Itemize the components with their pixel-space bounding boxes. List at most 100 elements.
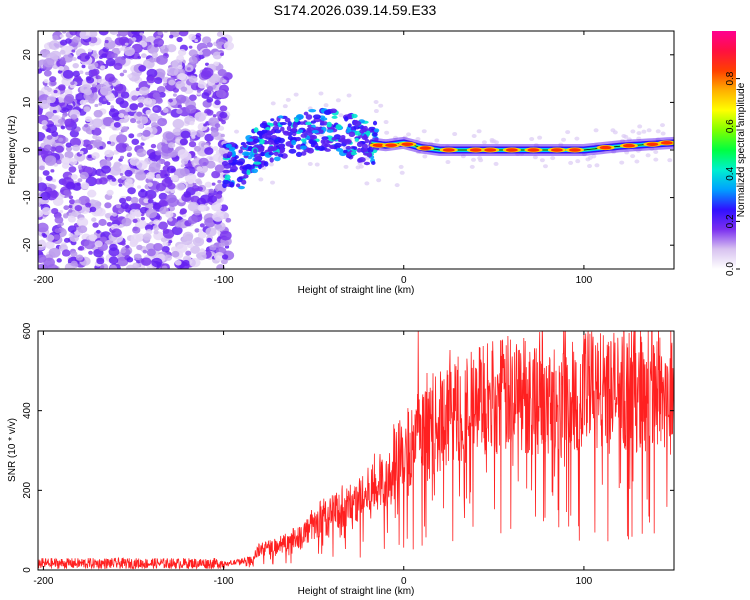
hotspot-red xyxy=(550,148,563,152)
ridge-blob xyxy=(235,183,241,188)
noise-blob xyxy=(116,33,121,37)
hotspot-red xyxy=(622,143,635,148)
noise-blob xyxy=(56,258,62,263)
noise-blob xyxy=(108,108,120,118)
noise-blob xyxy=(182,259,190,267)
faint-blob xyxy=(476,129,482,134)
noise-blob xyxy=(89,36,98,44)
faint-blob xyxy=(565,130,571,135)
noise-blob xyxy=(189,258,201,268)
noise-blob xyxy=(160,237,167,243)
noise-blob xyxy=(219,105,228,112)
ridge-blob xyxy=(265,126,271,131)
noise-blob xyxy=(180,164,185,168)
noise-blob xyxy=(101,165,111,174)
noise-blob xyxy=(218,118,223,122)
faint-blob xyxy=(394,183,400,188)
ridge-blob xyxy=(246,138,254,142)
noise-blob xyxy=(98,102,103,106)
noise-blob xyxy=(180,130,191,139)
noise-blob xyxy=(61,107,67,112)
noise-blob xyxy=(77,178,83,183)
ridge-blob xyxy=(270,118,275,122)
noise-blob xyxy=(208,188,215,194)
ridge-blob xyxy=(261,129,268,134)
noise-blob xyxy=(98,55,103,59)
noise-blob xyxy=(213,252,225,262)
hotspot-red xyxy=(401,142,414,147)
noise-blob xyxy=(220,52,224,57)
noise-blob xyxy=(120,175,126,180)
noise-blob xyxy=(152,224,160,231)
noise-blob xyxy=(189,121,195,126)
noise-blob xyxy=(194,111,207,122)
noise-blob xyxy=(134,209,141,215)
noise-blob xyxy=(118,131,123,135)
faint-blob xyxy=(399,170,405,175)
noise-blob xyxy=(109,264,117,269)
ridge-blob xyxy=(371,161,376,165)
noise-blob xyxy=(119,72,125,77)
noise-blob xyxy=(205,109,214,116)
noise-blob xyxy=(119,155,125,160)
noise-blob xyxy=(49,76,57,83)
faint-blob xyxy=(489,139,495,144)
faint-blob xyxy=(318,91,324,96)
noise-blob xyxy=(162,229,175,239)
faint-blob xyxy=(378,103,384,108)
noise-blob xyxy=(219,230,232,241)
noise-blob xyxy=(157,117,168,127)
noise-blob xyxy=(132,226,141,234)
noise-blob xyxy=(72,144,80,152)
spectrogram-x-label: Height of straight line (km) xyxy=(298,285,415,296)
noise-blob xyxy=(57,84,66,91)
noise-blob xyxy=(154,77,163,84)
noise-blob xyxy=(120,248,126,254)
noise-blob xyxy=(206,97,214,103)
noise-blob xyxy=(187,179,194,185)
noise-blob xyxy=(188,49,198,57)
noise-blob xyxy=(111,52,118,59)
noise-blob xyxy=(106,101,111,106)
noise-blob xyxy=(64,89,73,96)
ridge-blob xyxy=(353,120,362,127)
noise-blob xyxy=(199,248,205,253)
ridge-blob xyxy=(273,151,279,156)
noise-blob xyxy=(126,152,133,157)
snr-panel: -200 -100 0 100 0 200 400 600 Height of straig… xyxy=(7,322,675,597)
ridge-blob xyxy=(229,181,235,188)
noise-blob xyxy=(77,225,88,234)
noise-blob xyxy=(68,209,73,213)
faint-blob xyxy=(434,138,440,143)
noise-blob xyxy=(88,250,93,255)
noise-blob xyxy=(43,79,49,84)
noise-blob xyxy=(147,182,153,187)
ridge-blob xyxy=(251,168,259,174)
ridge-blob xyxy=(291,139,297,146)
noise-blob xyxy=(177,73,187,81)
noise-blob xyxy=(53,89,58,94)
noise-blob xyxy=(111,212,118,217)
noise-blob xyxy=(92,134,98,140)
noise-blob xyxy=(146,68,158,78)
noise-blob xyxy=(39,165,45,171)
faint-blob xyxy=(364,181,370,186)
noise-blob xyxy=(204,181,213,188)
noise-blob xyxy=(38,222,49,233)
ridge-blob xyxy=(331,115,338,119)
ridge-blob xyxy=(297,129,304,133)
ridge-blob xyxy=(292,122,298,129)
noise-blob xyxy=(142,129,151,137)
noise-blob xyxy=(148,162,161,173)
ridge-blob xyxy=(305,114,313,120)
noise-blob xyxy=(91,118,104,128)
noise-blob xyxy=(171,226,183,236)
noise-blob xyxy=(56,159,62,165)
noise-blob xyxy=(54,216,64,224)
noise-blob xyxy=(104,212,111,219)
noise-blob xyxy=(70,114,78,120)
noise-blob xyxy=(61,249,71,257)
noise-blob xyxy=(76,217,89,228)
ridge-blob xyxy=(295,113,304,120)
noise-blob xyxy=(194,187,199,192)
